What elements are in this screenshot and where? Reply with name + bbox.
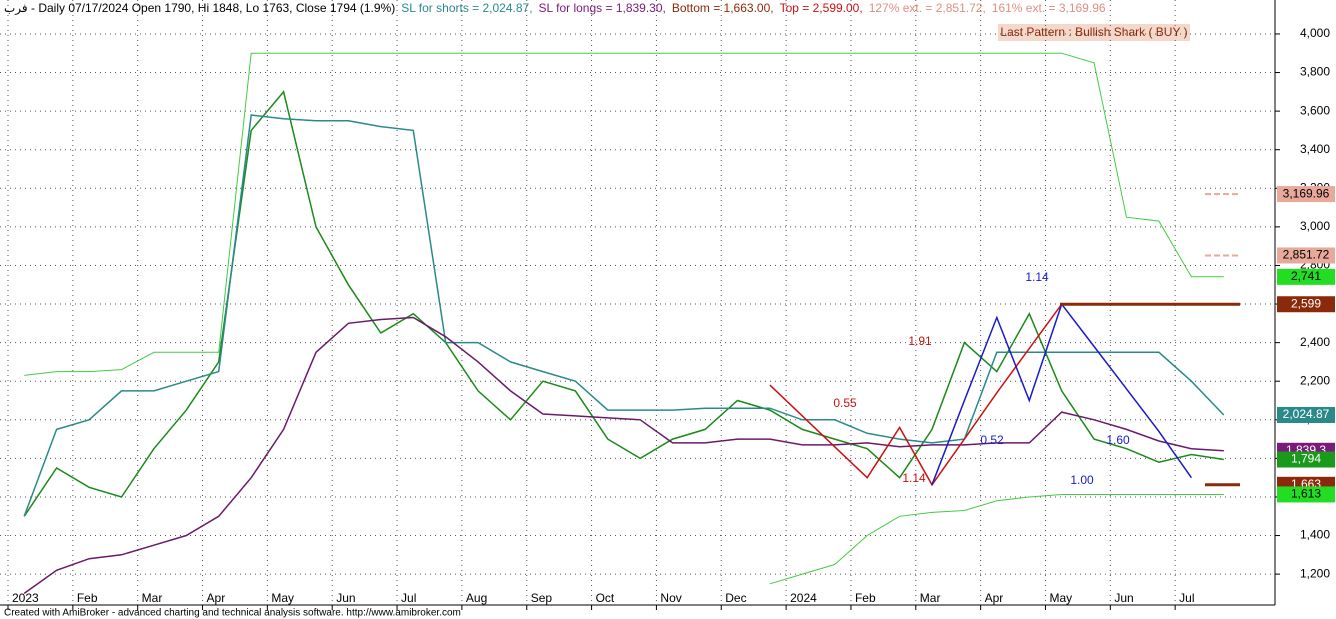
x-tick-label: Jul: [1179, 591, 1194, 605]
y-tick-label: 1,400: [1300, 528, 1330, 542]
header-part: Top = 2,599.00,: [780, 1, 863, 15]
series-line: [24, 52, 1224, 376]
x-tick-label: Mar: [142, 591, 163, 605]
x-tick-label: May: [1049, 591, 1072, 605]
y-tick-label: 3,600: [1300, 103, 1330, 117]
x-tick-label: Feb: [77, 591, 98, 605]
y-tick-label: 4,000: [1300, 26, 1330, 40]
y-tick-label: 1,200: [1300, 566, 1330, 580]
series-line: [23, 316, 1224, 595]
price-label: 2,024.87: [1283, 407, 1330, 421]
price-label-box: [1277, 486, 1335, 503]
annotation: 1.91: [908, 334, 932, 348]
x-tick-label: Oct: [596, 591, 615, 605]
x-tick-label: Mar: [920, 591, 941, 605]
series-line: [769, 303, 1063, 487]
x-tick-label: 2023: [12, 591, 39, 605]
annotation: 0.52: [980, 433, 1004, 447]
x-tick-label: Nov: [660, 591, 681, 605]
price-label: 2,741: [1291, 269, 1321, 283]
series-line: [23, 114, 1225, 517]
header-part: 127% ext. = 2,851.72,: [869, 1, 986, 15]
price-label: 2,599: [1291, 296, 1321, 310]
price-label-box: [1277, 406, 1335, 423]
header-part: SL for shorts = 2,024.87,: [401, 1, 532, 15]
x-tick-label: Aug: [466, 591, 487, 605]
y-tick-label: 3,000: [1300, 219, 1330, 233]
x-tick-label: Sep: [531, 591, 553, 605]
header-part: فرب - Daily 07/17/2024 Open 1790, Hi 184…: [4, 1, 395, 15]
x-tick-label: Feb: [855, 591, 876, 605]
annotation: 1.14: [902, 471, 926, 485]
footer: Created with AmiBroker - advanced charti…: [4, 608, 461, 619]
header-part: SL for longs = 1,839.30,: [539, 1, 666, 15]
x-tick-label: Apr: [207, 591, 226, 605]
x-tick-label: Dec: [725, 591, 746, 605]
x-tick-label: Apr: [985, 591, 1004, 605]
header-part: Bottom = 1,663.00,: [672, 1, 774, 15]
y-tick-label: 2,400: [1300, 335, 1330, 349]
price-label-box: [1277, 186, 1335, 203]
pattern-label-box: [998, 24, 1190, 41]
x-tick-label: May: [271, 591, 294, 605]
annotation: 1.00: [1070, 473, 1094, 487]
header-part: 161% ext. = 3,169.96: [992, 1, 1106, 15]
pattern-label: Last Pattern : Bullish Shark ( BUY ): [1000, 25, 1187, 39]
price-label-box: [1277, 296, 1335, 313]
price-label-box: [1277, 451, 1335, 468]
annotation: 0.55: [833, 396, 857, 410]
series-line: [769, 494, 1224, 585]
y-tick-label: 3,400: [1300, 142, 1330, 156]
x-tick-label: Jun: [336, 591, 355, 605]
annotation: 1.14: [1025, 270, 1049, 284]
annotation: 1.60: [1106, 433, 1130, 447]
price-label: 3,169.96: [1283, 186, 1330, 200]
y-tick-label: 2,200: [1300, 373, 1330, 387]
header: فرب - Daily 07/17/2024 Open 1790, Hi 184…: [4, 1, 1106, 15]
price-label: 1,794: [1291, 452, 1321, 466]
price-label-box: [1277, 247, 1335, 264]
price-label: 1,613: [1291, 487, 1321, 501]
x-tick-label: Jul: [401, 591, 416, 605]
price-label-box: [1277, 268, 1335, 285]
x-tick-label: 2024: [790, 591, 817, 605]
y-tick-label: 3,800: [1300, 65, 1330, 79]
x-tick-label: Jun: [1114, 591, 1133, 605]
price-label: 2,851.72: [1283, 248, 1330, 262]
